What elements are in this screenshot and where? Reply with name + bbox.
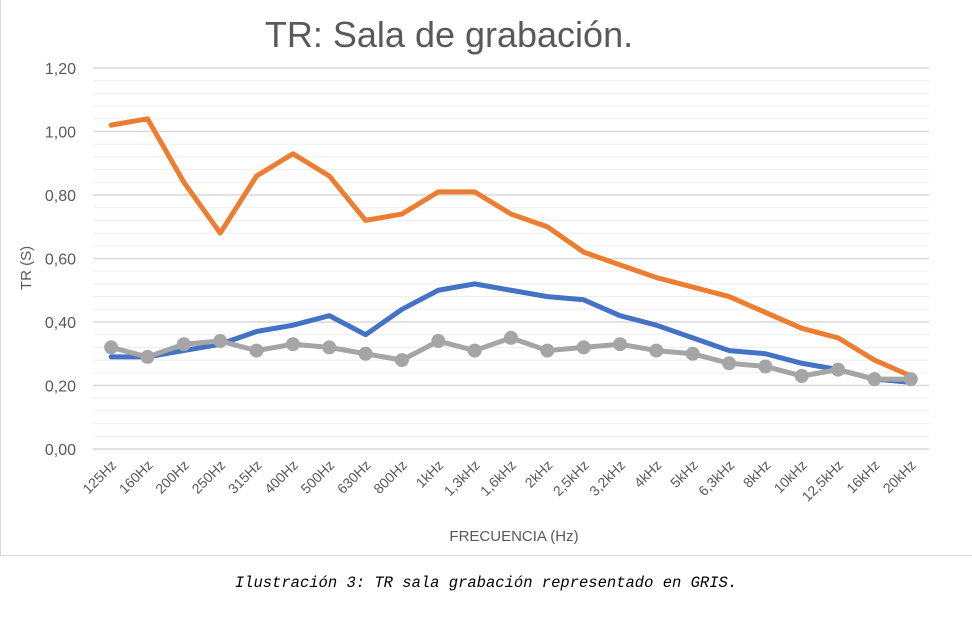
data-point-gray [394, 353, 409, 368]
x-tick-label: 16kHz [843, 457, 882, 496]
y-tick-label: 1,20 [45, 61, 76, 78]
data-point-gray [649, 343, 664, 358]
series-line-blue [108, 281, 914, 385]
data-point-gray [176, 337, 191, 352]
x-tick-label: 500Hz [297, 457, 337, 497]
figure-caption: Ilustración 3: TR sala grabación represe… [234, 574, 738, 592]
data-point-gray [540, 343, 555, 358]
y-axis-label: TR (S) [18, 246, 35, 290]
line-chart: TR: Sala de grabación. 0,00 0,20 0,40 0,60 0… [18, 14, 929, 545]
x-tick-label: 800Hz [370, 457, 410, 497]
x-tick-label: 1,6kHz [477, 457, 519, 499]
x-tick-label: 3,2kHz [586, 457, 628, 499]
y-tick-label: 0,40 [45, 315, 76, 332]
data-point-gray [685, 346, 700, 361]
y-tick-label: 0,80 [45, 188, 76, 205]
x-tick-label: 400Hz [261, 457, 301, 497]
x-tick-label: 160Hz [116, 457, 156, 497]
chart-title: TR: Sala de grabación. [265, 14, 633, 55]
data-point-gray [322, 340, 337, 355]
data-point-gray [758, 359, 773, 374]
x-axis-label: FRECUENCIA (Hz) [449, 528, 578, 545]
data-point-gray [722, 356, 737, 371]
x-tick-label: 8kHz [740, 457, 774, 491]
x-tick-label: 6,3kHz [695, 457, 737, 499]
data-point-gray [249, 343, 264, 358]
x-tick-label: 315Hz [225, 457, 265, 497]
x-tick-label: 200Hz [152, 457, 192, 497]
x-tick-label: 20kHz [880, 457, 919, 496]
data-point-gray [213, 334, 228, 349]
chart-frame: TR: Sala de grabación. 0,00 0,20 0,40 0,60 0… [0, 0, 972, 556]
data-point-gray [867, 372, 882, 387]
x-tick-label: 630Hz [334, 457, 374, 497]
x-tick-label: 250Hz [188, 457, 228, 497]
y-tick-label: 0,20 [45, 379, 76, 396]
data-point-gray [104, 340, 119, 355]
data-point-gray [831, 362, 846, 377]
data-point-gray [431, 334, 446, 349]
y-tick-label: 0,60 [45, 252, 76, 269]
y-tick-label: 0,00 [45, 442, 76, 459]
x-tick-label: 2,5kHz [550, 457, 592, 499]
data-point-gray [903, 372, 918, 387]
data-point-gray [285, 337, 300, 352]
data-point-gray [794, 368, 809, 383]
x-tick-label: 125Hz [79, 457, 119, 497]
x-tick-label: 1,3kHz [441, 457, 483, 499]
x-tick-label: 12,5kHz [799, 457, 847, 505]
data-point-gray [140, 349, 155, 364]
data-point-gray [576, 340, 591, 355]
data-point-gray [504, 330, 518, 345]
data-point-gray [613, 337, 628, 352]
data-point-gray [467, 343, 482, 358]
series-line-orange [108, 116, 914, 379]
y-tick-label: 1,00 [45, 125, 76, 142]
x-tick-label: 4kHz [631, 457, 665, 491]
data-point-gray [358, 346, 373, 361]
